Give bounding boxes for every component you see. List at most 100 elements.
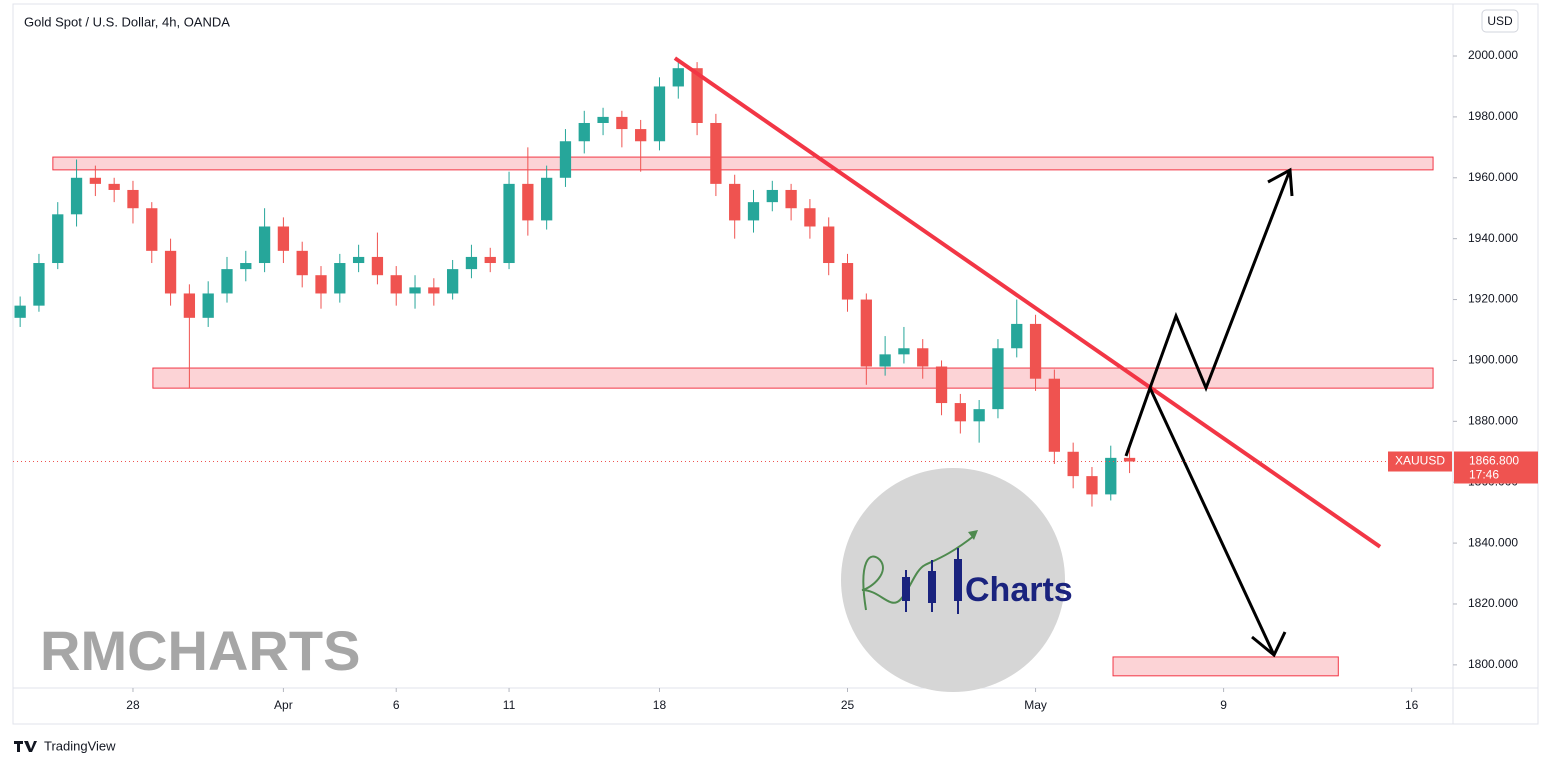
candle-body: [52, 214, 64, 264]
candle-body: [541, 177, 553, 221]
candle-body: [503, 183, 515, 264]
candle-body: [70, 177, 83, 215]
y-tick-label: 1940.000: [1468, 231, 1518, 245]
y-tick-label: 2000.000: [1468, 48, 1518, 62]
y-tick-label: 1820.000: [1468, 596, 1518, 610]
candle-body: [559, 141, 572, 178]
x-tick-label: 18: [653, 698, 667, 712]
zone: [152, 367, 1434, 389]
candle-body: [164, 250, 177, 294]
x-tick-label: 6: [393, 698, 400, 712]
x-tick-label: 16: [1405, 698, 1419, 712]
candle-body: [315, 275, 327, 294]
candle-body: [108, 183, 120, 190]
logo-script: [861, 534, 976, 611]
zone: [1112, 656, 1339, 677]
frame: [12, 3, 1539, 725]
logo-candles: [902, 548, 962, 614]
candle-body: [1123, 457, 1136, 462]
candle-body: [1048, 378, 1060, 452]
currency: USD: [1487, 14, 1513, 28]
symbol-box: [1388, 451, 1452, 472]
x-tick-label: Apr: [274, 698, 293, 712]
logo-arrow: [968, 530, 978, 540]
candle-body: [1011, 323, 1023, 349]
candle-body: [860, 299, 872, 367]
countdown: 17:46: [1469, 468, 1499, 482]
candle-body: [89, 177, 102, 184]
tv-logo: [14, 741, 37, 752]
candle-body: [409, 287, 421, 294]
candle-body: [672, 68, 684, 87]
y-tick-label: 1880.000: [1468, 413, 1518, 427]
last-price-box: [1454, 451, 1538, 484]
candle-body: [334, 263, 346, 294]
candle-body: [371, 256, 384, 276]
candle-body: [710, 122, 722, 184]
symbol-label: XAUUSD: [1395, 454, 1445, 468]
candle-body: [597, 116, 609, 123]
candle-body: [484, 256, 496, 264]
last-price-label: 1866.800: [1469, 454, 1519, 468]
candle-body: [653, 86, 666, 142]
candle-body: [935, 366, 948, 404]
y-tick-label: 1920.000: [1468, 292, 1518, 306]
candle-body: [465, 256, 478, 270]
candle-body: [202, 293, 214, 318]
candle-body: [127, 189, 139, 209]
x-tick-label: 25: [841, 698, 855, 712]
candle-body: [729, 183, 741, 221]
candle-body: [428, 287, 440, 294]
candle-body: [879, 354, 891, 367]
candle-body: [1067, 451, 1079, 477]
y-tick-label: 1900.000: [1468, 353, 1518, 367]
candle-body: [33, 263, 45, 306]
x-tick-label: 28: [126, 698, 140, 712]
candle-body: [390, 275, 402, 294]
candle-body: [785, 189, 797, 209]
logo-text: Charts: [965, 571, 1073, 609]
candle-body: [616, 116, 628, 130]
candle-body: [823, 226, 835, 264]
candle-body: [221, 269, 233, 294]
candle-body: [691, 68, 703, 123]
candle-body: [1105, 457, 1117, 495]
candle-body: [446, 269, 459, 294]
candle-body: [898, 348, 910, 355]
logo-circle: [841, 468, 1065, 692]
candle-body: [14, 305, 26, 318]
candle-body: [296, 250, 308, 276]
x-tick-label: 9: [1220, 698, 1227, 712]
candle-body: [992, 348, 1004, 410]
candle-body: [522, 183, 534, 221]
currency-box[interactable]: [1481, 9, 1519, 33]
y-tick-label: 1980.000: [1468, 109, 1518, 123]
candle-body: [917, 348, 929, 367]
candle-body: [146, 208, 158, 251]
candle-body: [240, 263, 252, 270]
projection-arrows: [1124, 167, 1294, 658]
candle-body: [258, 226, 271, 264]
watermark: RMCHARTS: [40, 619, 360, 682]
candle-body: [183, 293, 196, 318]
candle-body: [954, 403, 966, 422]
candle-body: [766, 189, 778, 203]
candle-body: [804, 208, 816, 227]
candle-body: [1029, 323, 1042, 379]
trendline: [673, 56, 1382, 549]
candle-body: [352, 256, 365, 264]
candle-body: [841, 263, 854, 300]
candle-body: [1086, 476, 1098, 495]
chart-title: Gold Spot / U.S. Dollar, 4h, OANDA: [24, 14, 230, 29]
x-tick-label: 11: [503, 698, 516, 712]
candle-body: [747, 202, 760, 221]
y-tick-label: 1840.000: [1468, 535, 1518, 549]
marks: [14, 56, 1434, 677]
zone: [52, 156, 1434, 171]
y-tick-label: 1960.000: [1468, 170, 1518, 184]
candle-body: [277, 226, 290, 251]
y-tick-label: 1800.000: [1468, 657, 1518, 671]
candle-body: [973, 409, 985, 422]
candle-body: [635, 129, 647, 142]
